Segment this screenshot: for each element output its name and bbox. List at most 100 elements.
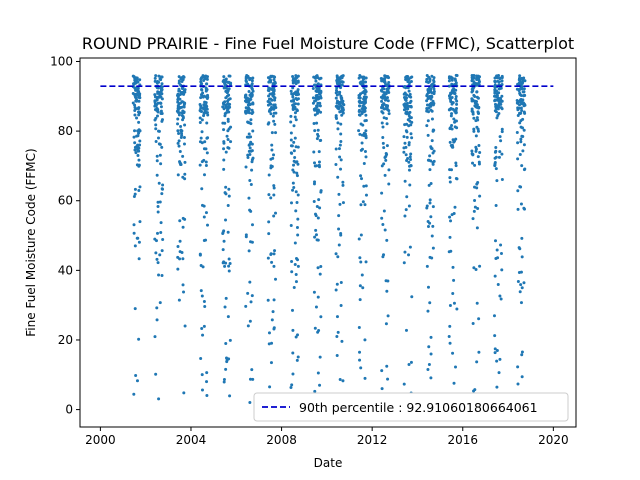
- data-point: [135, 99, 139, 103]
- data-point: [176, 117, 180, 121]
- data-point: [342, 103, 346, 107]
- data-point: [451, 265, 455, 269]
- data-point: [402, 150, 406, 154]
- data-point: [426, 225, 430, 229]
- data-point: [179, 77, 183, 81]
- data-point: [272, 214, 276, 218]
- data-point: [499, 243, 503, 247]
- data-point: [407, 143, 411, 147]
- data-point: [154, 372, 158, 376]
- data-point: [384, 279, 388, 283]
- data-point: [248, 102, 252, 106]
- data-point: [448, 140, 452, 144]
- data-point: [317, 198, 321, 202]
- data-point: [473, 205, 477, 209]
- data-point: [138, 129, 142, 133]
- data-point: [404, 208, 408, 212]
- data-point: [134, 88, 138, 92]
- data-point: [267, 232, 271, 236]
- data-point: [448, 341, 452, 345]
- data-point: [475, 226, 479, 230]
- data-point: [476, 129, 480, 133]
- data-point: [132, 223, 136, 227]
- data-point: [516, 157, 520, 161]
- data-point: [267, 94, 271, 98]
- data-point: [430, 234, 434, 238]
- data-point: [382, 78, 386, 82]
- data-point: [178, 92, 182, 96]
- data-point: [498, 76, 502, 80]
- data-point: [515, 87, 519, 91]
- data-point: [251, 89, 255, 93]
- data-point: [339, 158, 343, 162]
- data-point: [136, 129, 140, 133]
- data-point: [160, 187, 164, 191]
- data-point: [362, 90, 366, 94]
- data-point: [317, 163, 321, 167]
- data-point: [519, 202, 523, 206]
- data-point: [337, 105, 341, 109]
- data-point: [227, 194, 231, 198]
- data-point: [135, 379, 139, 383]
- data-point: [176, 98, 180, 102]
- data-point: [176, 173, 180, 177]
- data-point: [361, 100, 365, 104]
- data-point: [496, 283, 500, 287]
- data-point: [155, 318, 159, 322]
- y-tick-label: 0: [65, 403, 73, 417]
- data-point: [250, 223, 254, 227]
- data-point: [475, 125, 479, 129]
- data-point: [293, 115, 297, 119]
- data-point: [497, 105, 501, 109]
- data-point: [380, 369, 384, 373]
- data-point: [202, 78, 206, 82]
- data-point: [202, 94, 206, 98]
- data-point: [251, 76, 255, 80]
- data-point: [181, 175, 185, 179]
- data-point: [497, 155, 501, 159]
- data-point: [516, 108, 520, 112]
- data-point: [206, 113, 210, 117]
- data-point: [318, 77, 322, 81]
- data-point: [497, 91, 501, 95]
- data-point: [500, 74, 504, 78]
- data-point: [428, 221, 432, 225]
- data-point: [248, 400, 252, 404]
- data-point: [133, 93, 137, 97]
- data-point: [430, 139, 434, 143]
- data-point: [447, 108, 451, 112]
- data-point: [448, 235, 452, 239]
- data-point: [313, 389, 317, 393]
- data-point: [470, 74, 474, 78]
- data-point: [178, 239, 182, 243]
- data-point: [334, 147, 338, 151]
- data-point: [403, 214, 407, 218]
- data-point: [204, 164, 208, 167]
- data-point: [228, 105, 232, 109]
- data-point: [318, 92, 322, 96]
- data-point: [336, 330, 340, 334]
- data-point: [518, 247, 522, 251]
- data-point: [157, 129, 161, 133]
- data-point: [358, 132, 362, 136]
- data-point: [450, 112, 454, 116]
- data-point: [295, 201, 299, 205]
- data-point: [407, 114, 411, 118]
- data-point: [404, 75, 408, 79]
- data-point: [340, 100, 344, 104]
- data-point: [386, 99, 390, 103]
- data-point: [292, 163, 296, 167]
- data-point: [200, 203, 204, 207]
- data-point: [294, 335, 298, 339]
- data-point: [516, 365, 520, 369]
- legend-entry-label: 90th percentile : 92.91060180664061: [299, 400, 538, 415]
- data-point: [407, 141, 411, 145]
- data-point: [203, 76, 207, 80]
- data-point: [223, 264, 227, 268]
- data-point: [522, 143, 526, 147]
- data-point: [450, 102, 454, 106]
- data-point: [410, 120, 414, 124]
- data-point: [426, 367, 430, 371]
- data-point: [133, 108, 137, 112]
- data-point: [229, 140, 233, 144]
